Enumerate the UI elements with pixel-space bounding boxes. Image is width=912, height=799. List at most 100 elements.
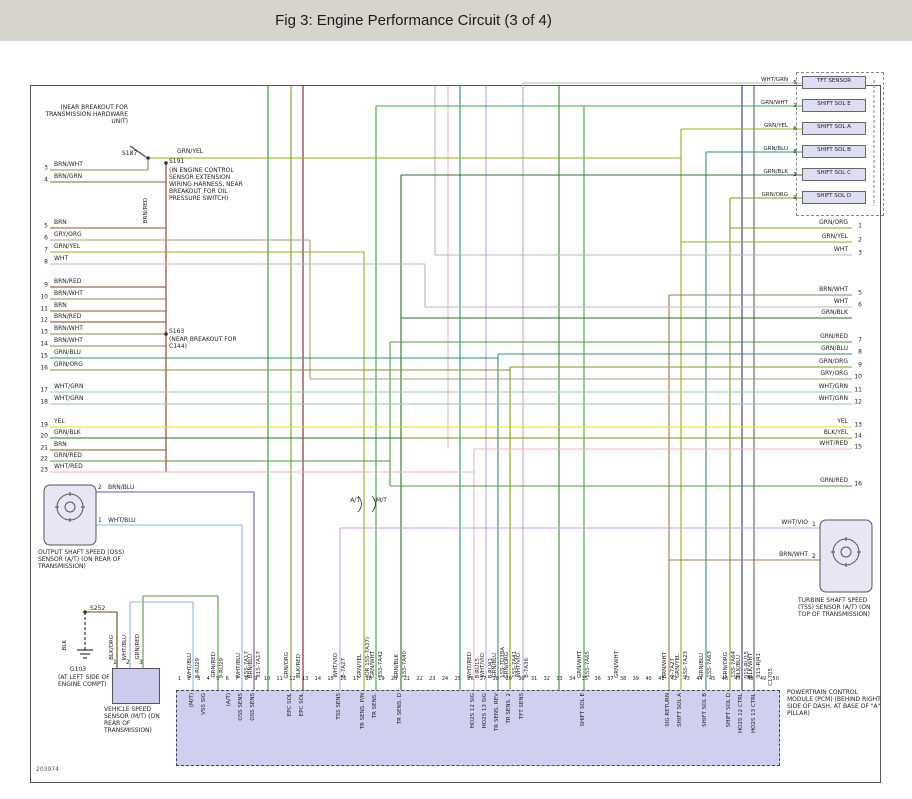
pcm-wire-column: BRN/BLU 91S-7A17 bbox=[248, 651, 262, 678]
wire-color-label: GRN/ORG bbox=[819, 219, 848, 226]
figure-title: Fig 3: Engine Performance Circuit (3 of … bbox=[275, 12, 552, 29]
wire-color-label: WHT/GRN bbox=[818, 382, 848, 390]
pcm-pin-number: 34 bbox=[569, 676, 576, 682]
pcm-pin-number: 38 bbox=[619, 676, 627, 682]
pcm-pin-number: 16 bbox=[340, 676, 347, 682]
pin-number: 3 bbox=[44, 164, 48, 172]
wire-color-label-vertical: BRN/RED bbox=[143, 197, 149, 223]
pcm-pin-number: 21 bbox=[403, 676, 411, 682]
pin-number: 6 bbox=[793, 126, 797, 132]
pin-number: 1 bbox=[793, 103, 797, 109]
wire-color-label: GRN/BLU bbox=[821, 345, 848, 353]
solenoid-row: GRN/BLU 8 SHIFT SOL B bbox=[742, 145, 874, 158]
pcm-wire-column: GRN/YEL 1SS-7A23 bbox=[675, 651, 689, 678]
pcm-pin-number: 1 bbox=[178, 676, 182, 682]
pcm-pin-number: 25 bbox=[454, 676, 461, 682]
pin-number: 23 bbox=[40, 466, 48, 474]
left-pin-group-3: 9 BRN/RED 10 BRN/WHT 11 BRN 12 BRN/RED 13 BRN/WHT… bbox=[34, 278, 164, 372]
pcm-wire-column: GRN/WHT 1SS-7A65 bbox=[577, 651, 591, 678]
wire-color-label: WHT bbox=[833, 297, 848, 305]
wire-row: 9 BRN/RED bbox=[34, 278, 164, 290]
wire-row: 21 BRN bbox=[34, 441, 164, 452]
pin-number: 9 bbox=[793, 195, 797, 201]
ground-label-g103: G103 bbox=[70, 666, 87, 673]
component-box: SHIFT SOL B bbox=[802, 145, 866, 158]
solenoid-connector-outline bbox=[796, 72, 884, 216]
pcm-wire-column: GRN/ORG 1SS-7A64 bbox=[723, 651, 737, 678]
wire-color-label: WHT/GRN bbox=[54, 383, 84, 390]
wire-color-label-vertical: GRN/RED bbox=[135, 634, 141, 660]
pcm-pin-number: 26 bbox=[467, 676, 474, 682]
wire-color-label: BRN/GRN bbox=[54, 173, 83, 180]
wire-color-label: BLK/YEL bbox=[823, 429, 848, 436]
pcm-pin-number: 43 bbox=[683, 676, 690, 682]
pcm-pin-number: 15 bbox=[327, 676, 334, 682]
wire-row: 22 GRN/RED bbox=[34, 452, 164, 463]
pin-number: 2 bbox=[126, 659, 130, 666]
splice-label-s187: S187 bbox=[122, 150, 138, 157]
pin-number: 16 bbox=[40, 364, 48, 372]
wire-row: WHT 3 bbox=[790, 246, 866, 260]
pcm-pin-number: 30 bbox=[518, 676, 525, 682]
pin-number: 22 bbox=[40, 455, 48, 463]
pcm-pin-number: 37 bbox=[607, 676, 614, 682]
at-tag: A/T bbox=[350, 497, 360, 504]
pcm-wire-column: GRN/YEL (OR 1SS-7A37) bbox=[357, 637, 371, 678]
pcm-pin-number: 19 bbox=[378, 676, 385, 682]
pin-number: 8 bbox=[793, 149, 797, 155]
wire-color-label: GRN/BLK bbox=[54, 429, 81, 437]
wire-color-label: BRN/WHT bbox=[779, 551, 808, 558]
pcm-pin-number: 41 bbox=[658, 676, 665, 682]
s163-note: (NEAR BREAKOUT FOR C144) bbox=[169, 336, 237, 350]
pcm-pin-function: SHIFT SOL A bbox=[677, 693, 683, 727]
wire-row: 6 GRY/ORG bbox=[34, 231, 164, 243]
pcm-pin-number: 20 bbox=[390, 676, 398, 682]
wire-color-label: GRN/YEL bbox=[764, 123, 788, 129]
wire-row: WHT/GRN 12 bbox=[790, 395, 866, 407]
wire-color-label: WHT/GRN bbox=[54, 395, 84, 402]
wire-color-label: GRN/WHT bbox=[761, 100, 788, 106]
pcm-pin-number: 36 bbox=[594, 676, 601, 682]
pin-number: 13 bbox=[40, 328, 48, 336]
pin-number: 12 bbox=[854, 398, 862, 406]
pin-number: 5 bbox=[858, 289, 862, 297]
pcm-pin-function: TFT SENS bbox=[519, 693, 525, 720]
wire-color-label: BRN/BLU bbox=[108, 484, 135, 491]
pin-number: 5 bbox=[793, 80, 797, 86]
pcm-pin-function: HO2S 13 SIG bbox=[482, 693, 488, 729]
pin-number: 5 bbox=[44, 222, 48, 230]
pcm-pin-number: 13 bbox=[301, 676, 309, 682]
wire-color-label: GRN/BLU bbox=[763, 146, 788, 152]
pcm-pin-function: (A/T) bbox=[226, 693, 232, 707]
wire-color-label: YEL bbox=[837, 418, 848, 425]
pcm-pin-number: 18 bbox=[365, 676, 372, 682]
wire-color-label: GRN/RED bbox=[820, 333, 848, 340]
wire-color-label: YEL bbox=[54, 418, 65, 425]
pin-number: 15 bbox=[40, 352, 48, 360]
wire-color-label: GRN/RED bbox=[54, 451, 82, 459]
wire-color-label: GRN/YEL bbox=[54, 243, 81, 250]
wire-color-label: BRN/WHT bbox=[54, 325, 83, 333]
wire-row: 11 BRN bbox=[34, 302, 164, 314]
wire-row: GRN/BLU 8 bbox=[790, 345, 866, 357]
pcm-wire-column: GRN/RED 9-RU29 bbox=[211, 652, 225, 678]
wire-row: 10 BRN/WHT bbox=[34, 290, 164, 302]
right-pin-group-5: GRN/RED 16 bbox=[790, 477, 866, 488]
pin-number: 3 bbox=[139, 659, 143, 666]
wire-row: 13 BRN/WHT bbox=[34, 325, 164, 337]
wire-row: GRN/RED 16 bbox=[790, 477, 866, 488]
pcm-pin-number: 24 bbox=[441, 676, 449, 682]
wire-row: GRY/ORG 10 bbox=[790, 370, 866, 382]
wire-row: WHT/RED 15 bbox=[790, 440, 866, 451]
wire-color-label: BRN bbox=[54, 440, 67, 448]
vss-sensor-box bbox=[112, 668, 160, 704]
pcm-pin-number: 3 bbox=[197, 676, 201, 682]
wire-row: 14 BRN/WHT bbox=[34, 337, 164, 349]
wire-color-label: WHT/GRN bbox=[761, 77, 788, 83]
wire-color-label: WHT/VIO bbox=[781, 519, 808, 526]
pcm-pin-function: SHIFT SOL B bbox=[702, 693, 708, 727]
wire-row: GRN/ORG 1 bbox=[790, 219, 866, 233]
wire-color-label: GRN/YEL bbox=[177, 148, 204, 155]
pcm-pin-number: 31 bbox=[530, 676, 538, 682]
